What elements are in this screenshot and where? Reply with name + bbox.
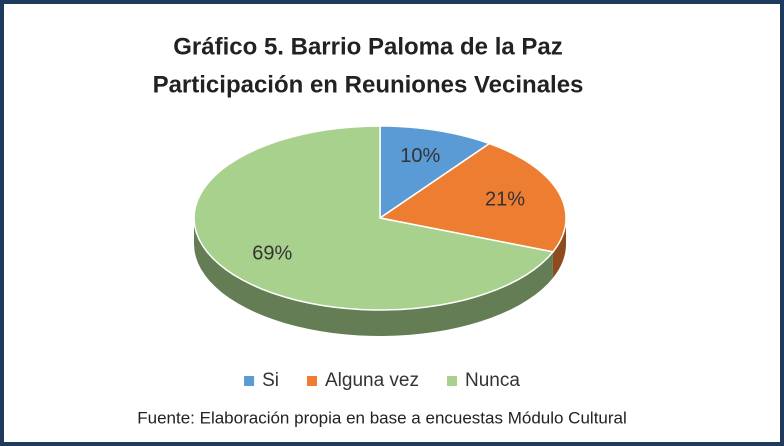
data-label: 10% xyxy=(400,145,440,167)
legend-label: Alguna vez xyxy=(325,370,419,391)
legend-swatch xyxy=(306,376,317,386)
legend-label: Nunca xyxy=(465,370,520,391)
data-label: 69% xyxy=(252,242,292,264)
data-label: 21% xyxy=(485,188,525,210)
slice-side xyxy=(194,218,553,336)
slice xyxy=(193,125,555,311)
source-note: Fuente: Elaboración propia en base a enc… xyxy=(137,408,627,427)
slice xyxy=(378,142,567,253)
legend-swatch xyxy=(244,376,255,386)
chart-title: Gráfico 5. Barrio Paloma de la Paz xyxy=(173,33,562,60)
legend-swatch xyxy=(447,376,457,386)
slice-side xyxy=(552,218,566,278)
slice xyxy=(379,125,491,220)
legend-label: Si xyxy=(262,370,279,391)
chart-subtitle: Participación en Reuniones Vecinales xyxy=(153,71,584,98)
